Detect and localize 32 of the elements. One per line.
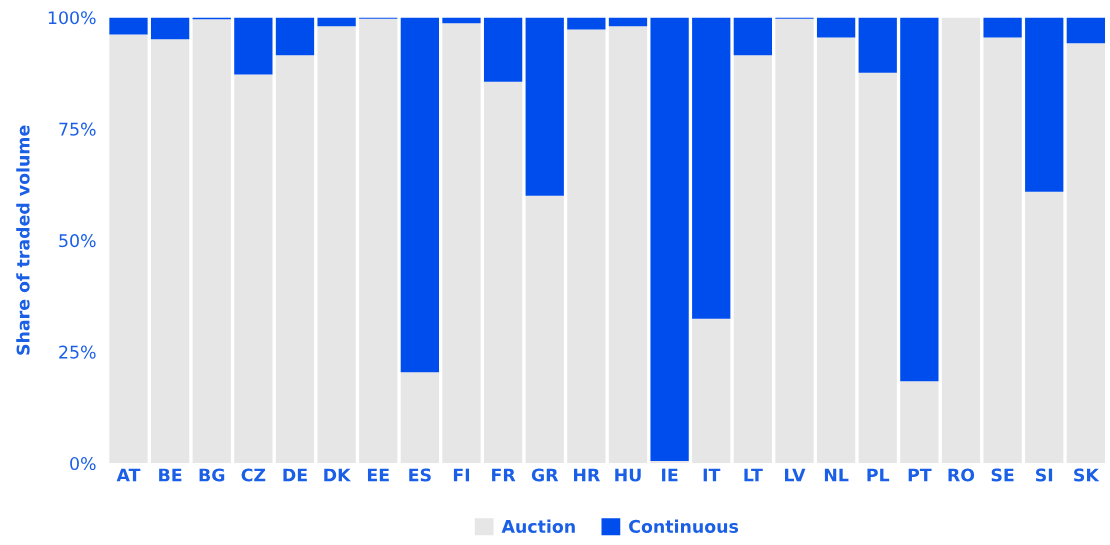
x-tick-label: FI [453, 468, 470, 482]
legend-label: Auction [501, 519, 575, 533]
x-tick-label: IT [703, 468, 721, 482]
x-tick-label: BE [159, 468, 182, 482]
x-tick-label: DE [283, 468, 307, 482]
x-tick-label: NL [824, 468, 849, 482]
y-tick-label: 75% [59, 122, 96, 136]
x-tick-label: LT [744, 468, 763, 482]
x-tick-label: SE [991, 468, 1014, 482]
y-tick-label: 0% [70, 456, 96, 471]
y-tick-label: 25% [59, 345, 96, 359]
y-tick-label: 100% [48, 11, 96, 25]
x-tick-label: DK [324, 468, 352, 482]
x-tick-label: PL [867, 468, 890, 482]
x-tick-label: GR [531, 468, 559, 482]
x-tick-label: LV [785, 468, 806, 482]
x-tick-label: SK [1074, 468, 1100, 482]
x-tick-label: SI [1036, 468, 1053, 482]
y-tick-label: 50% [59, 234, 96, 248]
x-tick-label: PT [908, 468, 932, 482]
x-tick-label: FR [492, 468, 516, 482]
x-tick-label: BG [199, 468, 225, 482]
x-tick-label: HR [574, 468, 600, 482]
legend-label: Continuous [629, 519, 739, 533]
x-tick-label: AT [116, 468, 141, 482]
x-tick-label: CZ [241, 468, 266, 482]
x-tick-label: RO [948, 468, 975, 482]
x-tick-label: HU [615, 468, 641, 482]
y-axis-title: Share of traded volume [16, 125, 30, 355]
x-tick-label: ES [409, 468, 431, 482]
x-tick-label: EE [367, 468, 389, 482]
x-tick-label: IE [662, 468, 678, 482]
